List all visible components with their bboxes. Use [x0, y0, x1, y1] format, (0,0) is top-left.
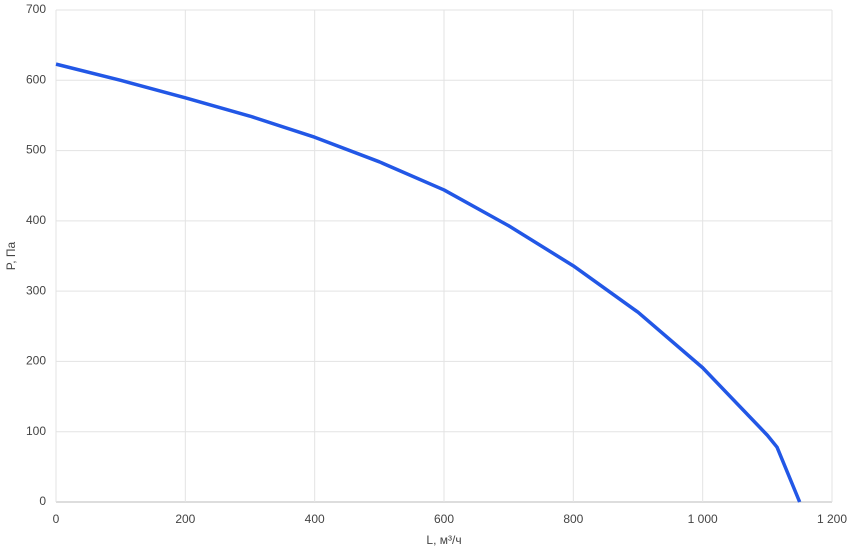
x-tick-label: 0 [53, 512, 60, 526]
y-axis-title: P, Па [4, 241, 18, 270]
y-tick-label: 600 [26, 72, 46, 86]
x-tick-label: 400 [305, 512, 325, 526]
x-tick-label: 1 000 [688, 512, 718, 526]
y-tick-label: 0 [39, 494, 46, 508]
x-tick-label: 200 [175, 512, 195, 526]
y-tick-label: 300 [26, 283, 46, 297]
series-line [55, 62, 802, 503]
x-axis-title: L, м³/ч [426, 533, 461, 547]
y-tick-label: 400 [26, 213, 46, 227]
x-tick-label: 1 200 [817, 512, 847, 526]
y-tick-label: 100 [26, 424, 46, 438]
y-tick-label: 500 [26, 143, 46, 157]
y-tick-label: 700 [26, 2, 46, 16]
y-tick-label: 200 [26, 354, 46, 368]
x-tick-label: 600 [434, 512, 454, 526]
x-tick-label: 800 [563, 512, 583, 526]
